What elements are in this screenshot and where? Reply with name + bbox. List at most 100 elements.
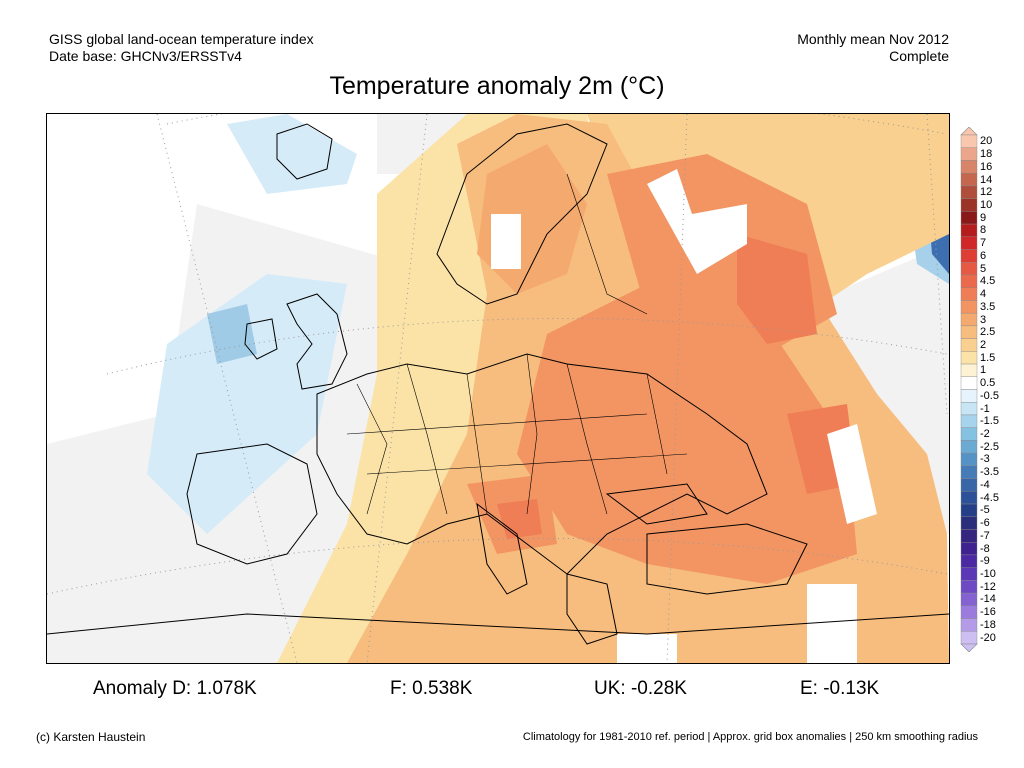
legend-label: 9 bbox=[980, 211, 987, 224]
legend-swatch bbox=[960, 465, 978, 479]
legend-swatch bbox=[960, 236, 978, 250]
legend-swatch bbox=[960, 363, 978, 377]
missing-box-russia bbox=[647, 169, 747, 274]
index-name: GISS global land-ocean temperature index bbox=[49, 31, 314, 47]
legend-label: 7 bbox=[980, 237, 987, 250]
anomaly-map[interactable] bbox=[46, 113, 950, 664]
legend-swatch bbox=[960, 580, 978, 594]
legend-label: -8 bbox=[980, 542, 990, 555]
missing-box-caspian bbox=[827, 424, 877, 524]
color-legend: 20 18 16 14 12 10 9 8 7 6 5 4.5 4 3.5 3 2.5 2 1.5 1 0.5 -0.5… bbox=[960, 126, 1020, 653]
legend-swatch bbox=[960, 440, 978, 454]
legend-swatch bbox=[960, 427, 978, 441]
legend-label: -3 bbox=[980, 453, 990, 466]
warmer-zone-eastern-europe bbox=[517, 284, 857, 584]
legend-swatch bbox=[960, 312, 978, 327]
header-right: Monthly mean Nov 2012 Complete bbox=[797, 31, 949, 65]
legend-swatch bbox=[960, 198, 978, 212]
hot-zone-hungary bbox=[497, 499, 542, 539]
legend-swatch bbox=[960, 249, 978, 263]
legend-label: -9 bbox=[980, 555, 990, 568]
legend-swatch bbox=[960, 631, 978, 645]
legend-swatch bbox=[960, 414, 978, 428]
legend-swatch bbox=[960, 325, 978, 339]
legend-swatch bbox=[960, 160, 978, 174]
stat-anomaly-d: Anomaly D: 1.078K bbox=[93, 678, 257, 699]
period-label: Monthly mean Nov 2012 bbox=[797, 31, 949, 47]
completeness-label: Complete bbox=[889, 48, 949, 64]
legend-swatch bbox=[960, 185, 978, 199]
legend-label: -3.5 bbox=[980, 466, 999, 479]
legend-swatch bbox=[960, 402, 978, 416]
legend-swatch bbox=[960, 287, 978, 301]
legend-swatch bbox=[960, 592, 978, 607]
cool-zone-irish-sea bbox=[207, 304, 257, 364]
legend-swatch bbox=[960, 605, 978, 619]
legend-swatch bbox=[960, 376, 978, 390]
legend-label: 6 bbox=[980, 249, 987, 262]
missing-box-finland bbox=[491, 214, 521, 269]
stat-uk: UK: -0.28K bbox=[594, 678, 687, 699]
legend-swatch bbox=[960, 134, 978, 148]
legend-swatch bbox=[960, 172, 978, 187]
legend-label: -2.5 bbox=[980, 440, 999, 453]
legend-label: 1.5 bbox=[980, 351, 996, 364]
coastlines bbox=[47, 123, 949, 645]
graticule bbox=[47, 114, 948, 663]
footnote: Climatology for 1981-2010 ref. period | … bbox=[522, 731, 978, 743]
missing-box-middle-east bbox=[807, 584, 857, 663]
legend-arrow-top bbox=[960, 126, 978, 136]
legend-swatch bbox=[960, 567, 978, 581]
map-title: Temperature anomaly 2m (°C) bbox=[329, 72, 665, 100]
legend-label: 3 bbox=[980, 313, 987, 326]
legend-label: 3.5 bbox=[980, 300, 996, 313]
legend-label: -20 bbox=[980, 631, 996, 644]
coast-black-sea bbox=[605, 483, 708, 525]
legend-label: -4 bbox=[980, 478, 990, 491]
legend-swatch bbox=[960, 491, 978, 505]
legend-label: 20 bbox=[980, 135, 993, 148]
legend-label: -5 bbox=[980, 504, 990, 517]
missing-box-africa bbox=[617, 634, 677, 663]
legend-swatch bbox=[960, 529, 978, 543]
database-name: Date base: GHCNv3/ERSSTv4 bbox=[49, 48, 242, 64]
legend-swatch bbox=[960, 211, 978, 225]
legend-label: -12 bbox=[980, 580, 996, 593]
legend-swatch bbox=[960, 618, 978, 632]
coast-greece bbox=[566, 573, 618, 645]
legend-label: -2 bbox=[980, 428, 990, 441]
coast-great-britain bbox=[286, 293, 348, 390]
legend-label: 8 bbox=[980, 224, 987, 237]
legend-label: 2 bbox=[980, 338, 987, 351]
legend-label: 4 bbox=[980, 288, 987, 301]
coast-ireland bbox=[244, 318, 278, 360]
legend-bar bbox=[960, 126, 978, 653]
legend-swatch bbox=[960, 262, 978, 276]
coast-iceland bbox=[276, 123, 333, 180]
legend-label: 5 bbox=[980, 262, 987, 275]
legend-swatch bbox=[960, 389, 978, 403]
legend-label: 2.5 bbox=[980, 326, 996, 339]
legend-swatch bbox=[960, 300, 978, 314]
header-left: GISS global land-ocean temperature index… bbox=[49, 31, 314, 65]
cool-zone-iceland bbox=[227, 114, 357, 194]
stats-bar: Anomaly D: 1.078K F: 0.538K UK: -0.28K E… bbox=[0, 678, 1024, 706]
legend-swatch bbox=[960, 554, 978, 568]
coast-north-africa bbox=[47, 613, 949, 635]
legend-arrow-bottom bbox=[960, 643, 978, 653]
legend-label: 18 bbox=[980, 148, 993, 161]
legend-label: 12 bbox=[980, 186, 993, 199]
legend-swatch bbox=[960, 351, 978, 365]
legend-label: -7 bbox=[980, 529, 990, 542]
legend-label: 16 bbox=[980, 160, 993, 173]
coast-continent bbox=[316, 353, 768, 575]
legend-label: -1.5 bbox=[980, 415, 999, 428]
legend-swatch bbox=[960, 147, 978, 161]
legend-swatch bbox=[960, 503, 978, 517]
legend-label: 1 bbox=[980, 364, 987, 377]
legend-swatch bbox=[960, 542, 978, 556]
legend-label: -6 bbox=[980, 517, 990, 530]
legend-label: 14 bbox=[980, 173, 993, 186]
legend-label: -18 bbox=[980, 618, 996, 631]
coast-italy bbox=[476, 502, 528, 595]
